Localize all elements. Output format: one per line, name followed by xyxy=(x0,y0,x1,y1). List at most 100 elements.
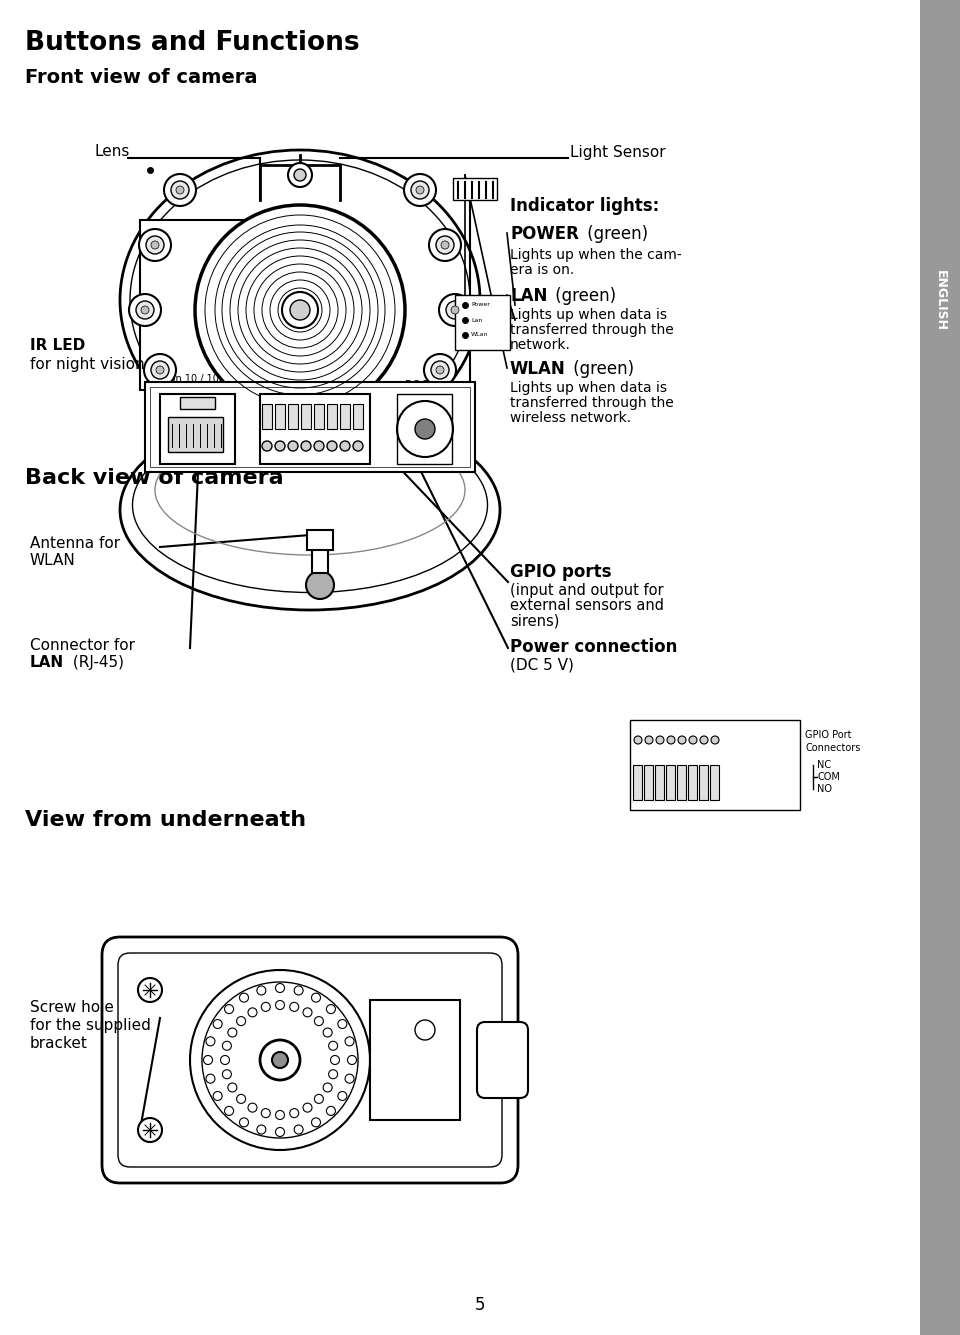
Text: POWER: POWER xyxy=(510,226,579,243)
Text: DI1: DI1 xyxy=(631,801,645,809)
Circle shape xyxy=(204,1056,212,1064)
Ellipse shape xyxy=(120,150,480,450)
Circle shape xyxy=(678,736,686,744)
Circle shape xyxy=(306,571,334,599)
Circle shape xyxy=(353,441,363,451)
Circle shape xyxy=(411,182,429,199)
Bar xyxy=(699,765,708,800)
Circle shape xyxy=(239,1117,249,1127)
Circle shape xyxy=(276,1111,284,1120)
Circle shape xyxy=(446,300,464,319)
Circle shape xyxy=(415,1020,435,1040)
Text: DI2: DI2 xyxy=(643,801,658,809)
Bar xyxy=(150,387,470,467)
Bar xyxy=(453,178,497,200)
Circle shape xyxy=(136,300,154,319)
FancyBboxPatch shape xyxy=(477,1023,528,1097)
Circle shape xyxy=(314,1017,324,1025)
Circle shape xyxy=(223,1069,231,1079)
Bar xyxy=(370,1000,460,1120)
Text: Lights up when data is: Lights up when data is xyxy=(510,380,667,395)
Bar xyxy=(262,405,272,429)
Bar xyxy=(314,405,324,429)
Circle shape xyxy=(228,1028,237,1037)
Circle shape xyxy=(275,441,285,451)
Text: NO: NO xyxy=(817,784,832,794)
Circle shape xyxy=(416,186,424,194)
Circle shape xyxy=(656,736,664,744)
Circle shape xyxy=(451,306,459,314)
Text: View from underneath: View from underneath xyxy=(25,810,306,830)
Circle shape xyxy=(282,292,318,328)
Circle shape xyxy=(213,1092,222,1100)
Text: for night vision: for night vision xyxy=(30,358,145,372)
Circle shape xyxy=(415,419,435,439)
Circle shape xyxy=(190,971,370,1149)
Text: Lights up when data is: Lights up when data is xyxy=(510,308,667,322)
Text: GPIO ports: GPIO ports xyxy=(510,563,612,581)
Text: LAN: LAN xyxy=(510,287,547,304)
Circle shape xyxy=(260,1040,300,1080)
Text: (input and output for: (input and output for xyxy=(510,583,663,598)
Text: transferred through the: transferred through the xyxy=(510,323,674,336)
Circle shape xyxy=(290,300,310,320)
Circle shape xyxy=(711,736,719,744)
Bar xyxy=(327,405,337,429)
Text: IR LED: IR LED xyxy=(30,338,85,352)
Circle shape xyxy=(404,174,436,206)
Text: (DC 5 V): (DC 5 V) xyxy=(510,658,574,673)
Text: (green): (green) xyxy=(550,287,616,304)
Text: Lights up when the cam-: Lights up when the cam- xyxy=(510,248,682,262)
Text: COM: COM xyxy=(817,772,840,782)
Circle shape xyxy=(213,1020,222,1028)
Circle shape xyxy=(228,1083,237,1092)
Circle shape xyxy=(294,170,306,182)
Circle shape xyxy=(327,441,337,451)
Text: Indicator lights:: Indicator lights: xyxy=(510,198,660,215)
Circle shape xyxy=(436,366,444,374)
Circle shape xyxy=(288,163,312,187)
Circle shape xyxy=(436,236,454,254)
Bar xyxy=(288,405,298,429)
Circle shape xyxy=(328,1069,338,1079)
Bar xyxy=(688,765,697,800)
Text: sirens): sirens) xyxy=(510,613,560,627)
Circle shape xyxy=(645,736,653,744)
Circle shape xyxy=(156,366,164,374)
Ellipse shape xyxy=(120,410,500,610)
Circle shape xyxy=(288,441,298,451)
Bar xyxy=(180,396,215,409)
Circle shape xyxy=(667,736,675,744)
Circle shape xyxy=(303,1103,312,1112)
Circle shape xyxy=(139,230,171,262)
Bar xyxy=(455,295,510,350)
Bar xyxy=(260,394,370,465)
Text: WLan: WLan xyxy=(471,332,489,338)
Circle shape xyxy=(294,987,303,995)
Circle shape xyxy=(348,1056,356,1064)
Bar xyxy=(677,765,686,800)
Text: (green): (green) xyxy=(582,226,648,243)
Circle shape xyxy=(171,182,189,199)
Circle shape xyxy=(276,1000,284,1009)
Circle shape xyxy=(138,979,162,1003)
Circle shape xyxy=(429,230,461,262)
Text: transferred through the: transferred through the xyxy=(510,396,674,410)
Circle shape xyxy=(324,1083,332,1092)
Text: WLAN: WLAN xyxy=(510,360,565,378)
Circle shape xyxy=(689,736,697,744)
Circle shape xyxy=(151,360,169,379)
Text: GPIO Port: GPIO Port xyxy=(805,730,852,740)
Text: ENGLISH: ENGLISH xyxy=(933,270,947,331)
Circle shape xyxy=(338,1092,347,1100)
Circle shape xyxy=(301,441,311,451)
Circle shape xyxy=(261,1108,271,1117)
Circle shape xyxy=(257,1125,266,1133)
Circle shape xyxy=(236,1017,246,1025)
Circle shape xyxy=(338,1020,347,1028)
Bar xyxy=(140,220,270,390)
Circle shape xyxy=(129,294,161,326)
Text: for the supplied: for the supplied xyxy=(30,1019,151,1033)
Text: Antenna for: Antenna for xyxy=(30,535,120,551)
Circle shape xyxy=(144,354,176,386)
